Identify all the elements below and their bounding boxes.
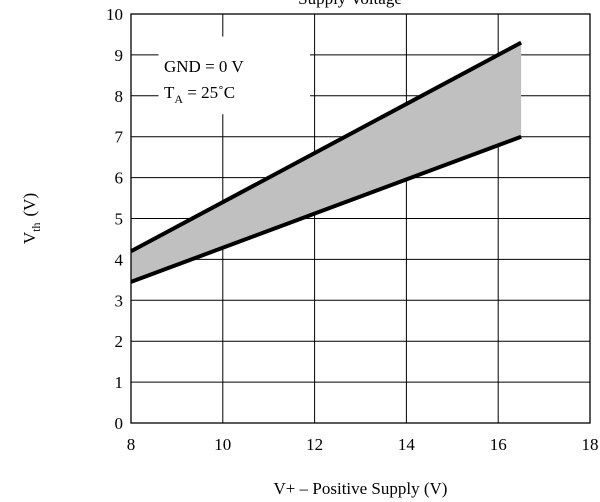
- y-tick-label: 10: [106, 5, 123, 24]
- series-line-lower: [130, 134, 522, 284]
- x-tick-label: 18: [582, 435, 599, 454]
- x-tick-label: 8: [127, 435, 136, 454]
- x-tick-label: 14: [398, 435, 416, 454]
- y-tick-label: 7: [115, 128, 124, 147]
- y-tick-label: 5: [115, 210, 124, 229]
- y-tick-label: 8: [115, 87, 124, 106]
- annotation-temp-sub: A: [174, 92, 183, 106]
- y-tick-label: 6: [115, 169, 124, 188]
- annotation-box: [158, 36, 311, 115]
- y-tick-label: 4: [115, 250, 124, 269]
- shaded-band: [131, 42, 522, 282]
- y-axis-title-main: V: [20, 231, 39, 244]
- series-lines: [130, 40, 523, 284]
- annotation-gnd: GND = 0 V: [164, 57, 244, 76]
- y-tick-label: 1: [115, 373, 124, 392]
- y-tick-label: 3: [115, 291, 124, 310]
- y-tick-label: 2: [115, 332, 124, 351]
- y-tick-label: 0: [115, 414, 124, 433]
- x-tick-label: 16: [490, 435, 507, 454]
- series-line-upper: [130, 40, 523, 253]
- x-axis-title: V+ – Positive Supply (V): [274, 479, 448, 498]
- chart-title: Supply Voltage: [298, 0, 402, 8]
- plot-frame: [130, 13, 591, 424]
- y-axis-title-sub: th: [29, 222, 43, 231]
- y-tick-labels: 0 1 2 3 4 5 6 7 8 9 10: [106, 5, 124, 433]
- annotation-temp-main: T: [164, 83, 175, 102]
- x-tick-label: 10: [214, 435, 231, 454]
- y-axis-title-unit: (V): [20, 193, 39, 217]
- y-axis-title: Vth (V): [20, 193, 43, 244]
- x-tick-labels: 8 10 12 14 16 18: [127, 435, 599, 454]
- annotation-temperature: TA = 25˚C: [164, 83, 235, 106]
- annotation-temp-rest: = 25˚C: [183, 83, 235, 102]
- y-tick-label: 9: [115, 46, 124, 65]
- x-tick-label: 12: [306, 435, 323, 454]
